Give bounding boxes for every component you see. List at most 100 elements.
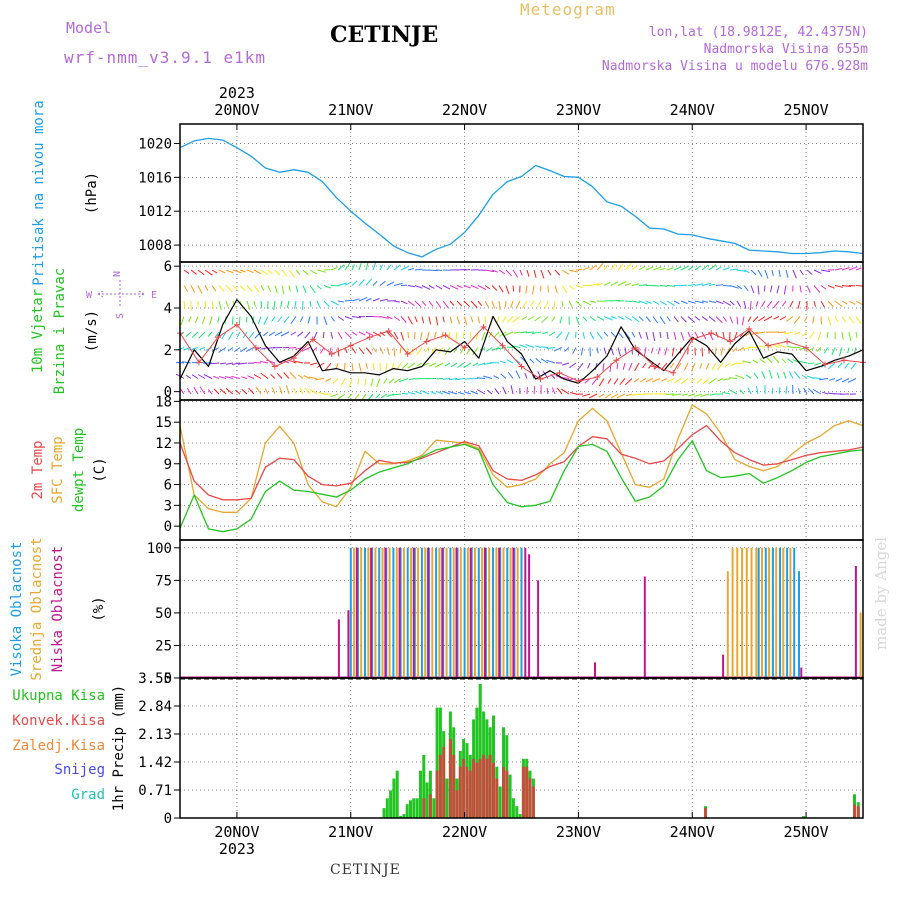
wind-arrow — [245, 347, 255, 353]
wind-gust-marker — [518, 363, 525, 370]
wind-arrow — [708, 378, 717, 385]
temp-ylabel-sfc: SFC Temp — [50, 436, 66, 503]
wind-gust-marker — [575, 378, 582, 385]
wind-arrow — [304, 387, 311, 395]
wind-arrow — [213, 388, 220, 395]
wind-arrow — [365, 278, 373, 286]
y-tick-label: 2.84 — [138, 699, 172, 715]
wind-arrow — [778, 387, 781, 395]
wind-arrow — [201, 316, 206, 325]
wind-arrow — [672, 393, 682, 396]
wind-arrow — [204, 285, 209, 291]
precip-conv-bar — [495, 778, 499, 818]
wind-arrow — [633, 378, 640, 383]
wind-arrow — [372, 261, 377, 271]
wind-arrow — [281, 285, 285, 295]
x-label-top: 24NOV — [670, 101, 715, 119]
wind-arrow — [834, 316, 839, 323]
wind-arrow — [211, 347, 220, 352]
wind-gust-marker — [214, 334, 221, 341]
wind-arrow — [779, 316, 787, 321]
precip-conv-bar — [428, 794, 432, 818]
precip-legend-item: Konvek.Kisa — [12, 713, 105, 729]
wind-gust-marker — [537, 376, 544, 383]
wind-arrow — [752, 316, 759, 322]
wind-arrow — [213, 375, 220, 379]
wind-arrow — [407, 268, 414, 271]
precip-legend-item: Ukupna Kisa — [12, 688, 105, 704]
precip-total-bar — [508, 774, 512, 818]
page-title: CETINJE — [330, 22, 439, 48]
wind-arrow — [442, 378, 451, 380]
wind-arrow — [191, 331, 199, 338]
pressure-unit: (hPa) — [84, 172, 100, 214]
wind-arrow — [316, 285, 322, 290]
x-label-bottom: 22NOV — [442, 823, 487, 841]
wind-arrow — [530, 300, 535, 307]
wind-arrow — [799, 285, 802, 293]
wind-arrow — [218, 300, 222, 310]
wind-arrow — [332, 378, 339, 384]
wind-arrow — [424, 347, 430, 353]
wind-arrow — [715, 266, 722, 271]
compass-e: E — [151, 290, 157, 301]
y-tick-label: 0.71 — [138, 783, 172, 799]
wind-arrow — [358, 296, 368, 302]
wind-arrow — [841, 378, 850, 383]
wind-arrow — [589, 264, 597, 271]
temp-ylabel-dewpt: dewpt Temp — [71, 428, 87, 512]
wind-arrow — [596, 263, 604, 271]
wind-arrow — [309, 285, 316, 294]
wind-arrow — [786, 316, 794, 322]
frame-layer — [174, 123, 864, 819]
wind-arrow — [758, 316, 766, 322]
wind-arrow — [521, 316, 528, 321]
wind-arrow — [383, 378, 388, 384]
wind-arrow — [457, 362, 465, 368]
wind-arrow — [449, 378, 458, 381]
wind-arrow — [218, 285, 225, 293]
wind-arrow — [472, 347, 479, 356]
wind-arrow — [715, 331, 719, 338]
wind-arrow — [596, 331, 603, 340]
wind-arrow — [787, 358, 794, 364]
wind-arrow — [561, 285, 568, 294]
wind-arrow — [194, 316, 199, 324]
wind-arrow — [701, 300, 708, 303]
wind-gust-marker — [841, 357, 848, 364]
wind-arrow — [540, 269, 545, 279]
wind-arrow — [288, 359, 297, 364]
y-tick-label: 2.13 — [138, 727, 172, 743]
wind-arrow — [405, 347, 409, 355]
wind-arrow — [507, 316, 514, 323]
wind-arrow — [582, 316, 588, 322]
wind-arrow — [524, 372, 528, 379]
wind-arrow — [617, 347, 621, 357]
wind-arrow — [254, 331, 262, 339]
wind-arrow — [651, 378, 661, 383]
wind-arrow — [271, 387, 276, 395]
wind-arrow — [515, 370, 521, 379]
wind-arrow — [750, 269, 757, 276]
wind-arrow — [193, 386, 199, 395]
wind-arrow — [319, 347, 325, 354]
wind-arrow — [603, 347, 607, 355]
wind-arrow — [182, 361, 192, 364]
wind-arrow — [188, 316, 192, 323]
wind-arrow — [344, 282, 351, 286]
wind-arrow — [444, 362, 451, 367]
wind-arrow — [442, 300, 449, 309]
wind-arrow — [687, 300, 696, 304]
wind-arrow — [715, 284, 724, 286]
wind-arrow — [505, 285, 510, 295]
wind-arrow — [694, 300, 704, 304]
wind-arrow — [477, 285, 487, 291]
wind-gust-marker — [290, 355, 297, 362]
wind-arrow — [634, 362, 640, 372]
wind-arrow — [462, 331, 465, 339]
wind-arrow — [820, 316, 823, 325]
wind-arrow — [812, 377, 822, 379]
wind-gust-marker — [803, 344, 810, 351]
wind-arrow — [264, 388, 269, 395]
wind-arrow — [370, 378, 374, 387]
